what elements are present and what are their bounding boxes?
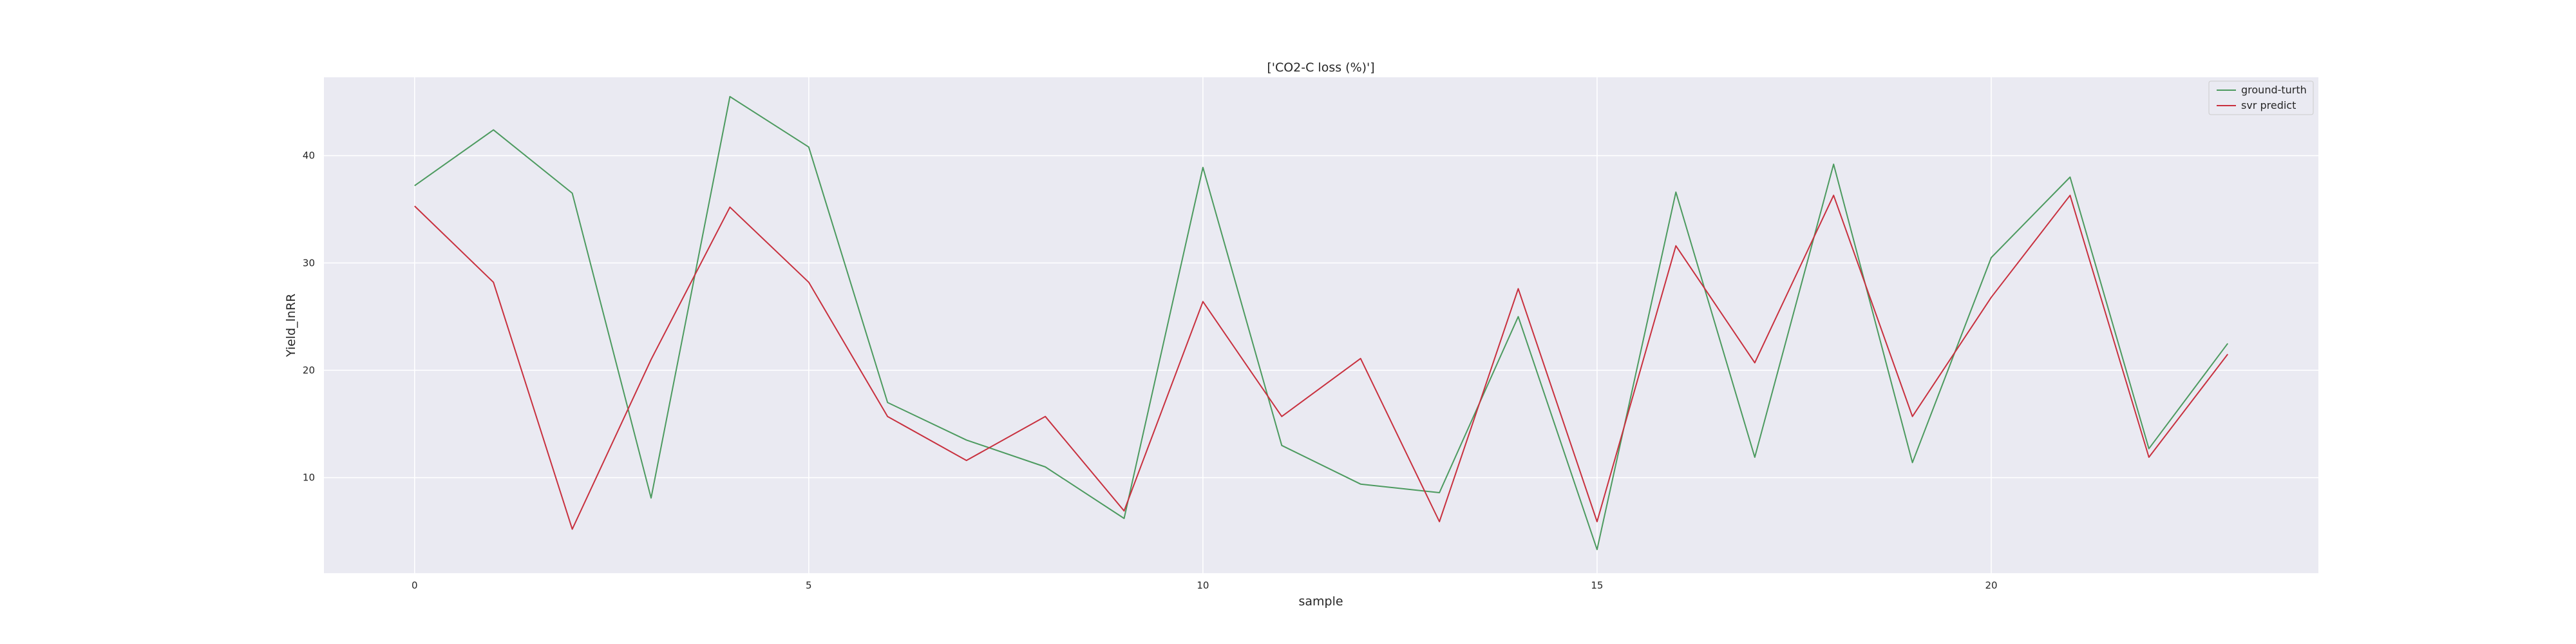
legend-label-ground-truth: ground-turth — [2241, 84, 2307, 96]
y-tick-label: 40 — [303, 150, 315, 162]
y-axis-label: Yield_lnRR — [284, 294, 298, 357]
series-layer — [414, 96, 2229, 551]
y-tick-label: 10 — [303, 472, 315, 484]
chart-title: ['CO2-C loss (%)'] — [1267, 61, 1374, 75]
legend: ground-turth svr predict — [2208, 80, 2314, 115]
x-tick-label: 5 — [806, 580, 812, 591]
ticks: 0 5 10 15 20 10 20 30 40 — [303, 150, 1998, 591]
y-tick-label: 20 — [303, 365, 315, 376]
x-tick-label: 0 — [412, 580, 418, 591]
x-tick-label: 20 — [1985, 580, 1997, 591]
y-tick-label: 30 — [303, 257, 315, 269]
x-axis-label: sample — [1298, 594, 1343, 609]
x-tick-label: 15 — [1591, 580, 1603, 591]
series-line-svr-predict — [414, 194, 2228, 530]
grid — [324, 77, 2318, 573]
x-tick-label: 10 — [1197, 580, 1209, 591]
plot-area — [324, 77, 2318, 573]
series-line-ground-turth — [414, 96, 2229, 551]
legend-label-svr-predict: svr predict — [2241, 99, 2296, 111]
